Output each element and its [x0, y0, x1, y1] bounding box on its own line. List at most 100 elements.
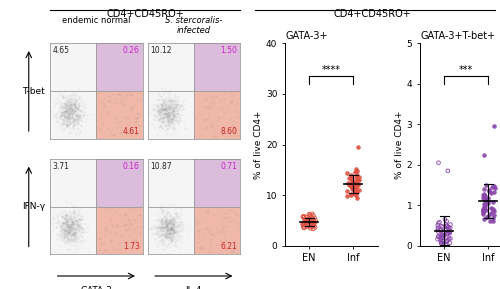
- Point: [480, 187, 488, 191]
- Point: [442, 222, 450, 227]
- Point: [300, 226, 308, 230]
- Point: [354, 195, 362, 200]
- Point: [444, 226, 452, 231]
- Point: [308, 221, 316, 226]
- Point: [434, 234, 442, 238]
- Text: 4.61: 4.61: [123, 127, 140, 136]
- Point: [300, 222, 308, 226]
- Point: [351, 170, 359, 175]
- Point: [440, 234, 448, 239]
- Point: [480, 193, 488, 197]
- Point: [489, 207, 497, 212]
- Point: [480, 210, 488, 215]
- Point: [437, 233, 445, 238]
- Point: [352, 192, 360, 197]
- Point: [434, 160, 442, 165]
- Point: [300, 214, 308, 218]
- Point: [344, 181, 351, 185]
- Point: [438, 234, 446, 239]
- Point: [434, 223, 442, 228]
- Point: [482, 208, 490, 212]
- Point: [444, 231, 452, 236]
- Point: [299, 222, 307, 226]
- Bar: [194, 159, 240, 207]
- Y-axis label: % of live CD4+: % of live CD4+: [395, 110, 404, 179]
- Point: [480, 205, 488, 210]
- Point: [352, 166, 360, 171]
- Point: [481, 194, 489, 199]
- Point: [480, 217, 488, 222]
- Text: 0.26: 0.26: [123, 46, 140, 55]
- Point: [303, 225, 311, 229]
- Point: [484, 215, 492, 220]
- Point: [434, 221, 442, 226]
- Point: [490, 213, 498, 217]
- Point: [308, 220, 316, 224]
- Point: [436, 236, 444, 240]
- Point: [490, 186, 498, 190]
- Point: [348, 185, 356, 189]
- Point: [442, 224, 450, 229]
- Point: [352, 190, 360, 195]
- Text: 1.50: 1.50: [220, 46, 237, 55]
- Point: [442, 238, 450, 243]
- Text: GATA-3+T-bet+: GATA-3+T-bet+: [420, 31, 495, 41]
- Point: [442, 242, 450, 246]
- Point: [434, 237, 442, 242]
- Point: [303, 219, 311, 224]
- Point: [437, 228, 445, 233]
- Point: [446, 240, 454, 245]
- Point: [437, 227, 445, 232]
- Point: [307, 223, 315, 227]
- Point: [301, 221, 309, 225]
- Text: IFN-γ: IFN-γ: [22, 202, 45, 211]
- Point: [485, 188, 493, 192]
- Point: [438, 235, 446, 240]
- Point: [446, 222, 454, 227]
- Text: ****: ****: [322, 65, 341, 75]
- Point: [345, 176, 353, 181]
- Point: [436, 220, 444, 225]
- Point: [440, 233, 448, 238]
- Point: [302, 219, 310, 224]
- Text: 10.87: 10.87: [150, 162, 172, 171]
- Point: [480, 198, 488, 203]
- Point: [304, 218, 312, 223]
- Point: [309, 216, 317, 221]
- Point: [480, 202, 488, 207]
- Text: 0.71: 0.71: [220, 162, 237, 171]
- Point: [434, 235, 442, 240]
- Text: 6.21: 6.21: [220, 242, 237, 251]
- Point: [440, 230, 448, 235]
- Point: [354, 183, 362, 187]
- Point: [478, 207, 486, 211]
- Point: [303, 218, 311, 223]
- Y-axis label: % of live CD4+: % of live CD4+: [254, 110, 263, 179]
- Point: [348, 187, 356, 191]
- Point: [304, 218, 312, 222]
- Point: [310, 224, 318, 228]
- Point: [490, 209, 498, 214]
- Text: 0.16: 0.16: [123, 162, 140, 171]
- Point: [445, 230, 453, 235]
- Point: [347, 184, 355, 189]
- Point: [309, 222, 317, 227]
- Point: [442, 228, 450, 233]
- Point: [305, 216, 313, 220]
- Point: [305, 220, 313, 224]
- Point: [438, 232, 446, 237]
- Point: [489, 216, 497, 221]
- Point: [312, 218, 320, 223]
- Text: IL-4: IL-4: [186, 286, 202, 289]
- Bar: [96, 207, 142, 254]
- Point: [438, 225, 446, 230]
- Point: [304, 218, 312, 222]
- Bar: [194, 207, 240, 254]
- Point: [353, 189, 361, 194]
- Point: [446, 229, 454, 234]
- Point: [490, 184, 498, 188]
- Point: [482, 183, 490, 187]
- Point: [308, 212, 316, 216]
- Point: [485, 213, 493, 218]
- Text: CD4+CD45RO+: CD4+CD45RO+: [106, 9, 184, 19]
